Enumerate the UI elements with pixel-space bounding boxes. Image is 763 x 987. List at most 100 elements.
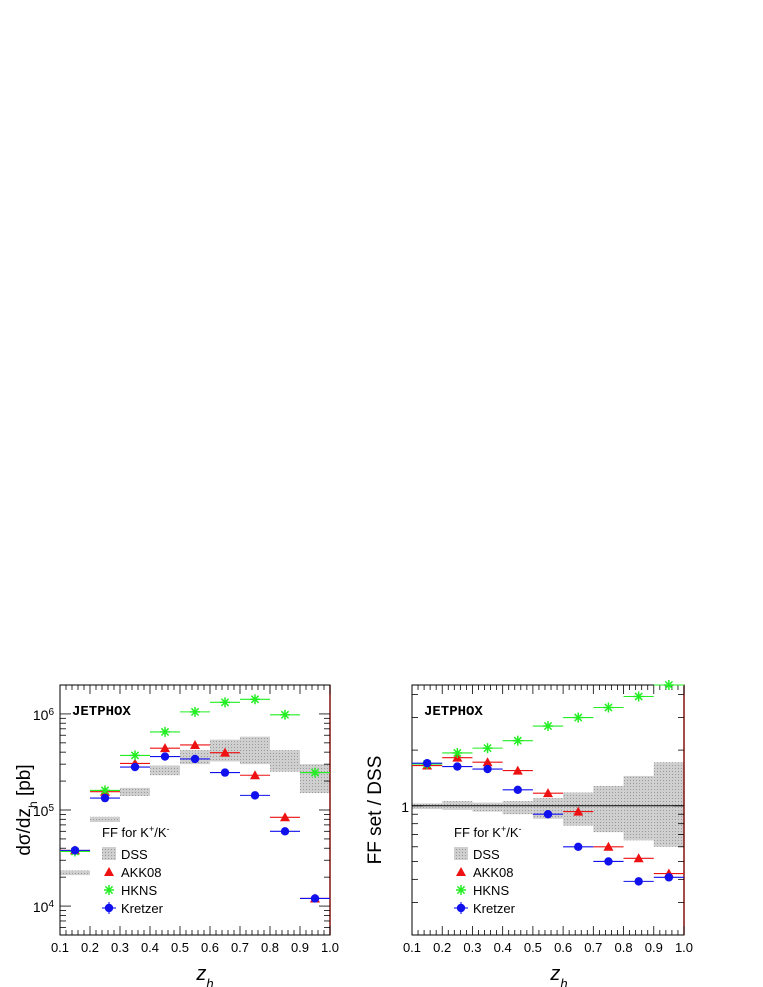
- hkns-point: [633, 691, 644, 702]
- x-tick-label: 0.6: [201, 940, 219, 955]
- legend-marker-akk08: [456, 867, 466, 876]
- kretzer-point: [634, 877, 643, 886]
- hkns-point: [190, 706, 200, 717]
- hkns-point: [160, 726, 170, 737]
- legend-label-akk08: AKK08: [121, 865, 161, 880]
- dss-band-bin: [532, 798, 564, 819]
- x-axis-label: zh: [549, 963, 567, 987]
- akk08-point: [543, 788, 553, 798]
- dss-band-bin: [240, 736, 270, 765]
- hkns-point: [220, 697, 230, 708]
- jetphox-tag: JETPHOX: [72, 704, 131, 720]
- kretzer-point: [664, 873, 674, 882]
- left-panel: 0.1 0.2 0.3 0.4 0.5 0.6 0.7 0.8 0.9 1.0zh10410510…: [14, 684, 339, 987]
- legend-title: FF for K+/K-: [454, 824, 522, 840]
- dss-band-bin: [593, 785, 624, 833]
- legend-swatch-dss: [102, 847, 116, 860]
- hkns-point: [573, 712, 584, 723]
- hkns-point: [543, 721, 553, 732]
- x-tick-label: 0.6: [554, 940, 572, 955]
- dss-band: [412, 762, 684, 847]
- kretzer-point: [280, 827, 290, 836]
- dss-band-bin: [270, 750, 300, 772]
- kretzer-point: [543, 810, 553, 819]
- x-tick-label: 0.3: [463, 940, 481, 955]
- kretzer-point: [483, 764, 492, 774]
- hkns-point: [280, 709, 290, 720]
- y-tick-label: 105: [33, 803, 55, 820]
- akk08-point: [573, 806, 584, 816]
- akk08-point: [190, 739, 200, 749]
- x-axis: 0.1 0.2 0.3 0.4 0.5 0.6 0.7 0.8 0.9 1.0: [51, 685, 339, 955]
- legend-marker-kretzer: [456, 903, 466, 913]
- kretzer-point: [160, 752, 170, 761]
- dss-band-bin: [150, 765, 180, 776]
- akk08-point: [280, 812, 290, 822]
- series-hkns: [412, 680, 684, 770]
- y-tick-label: 106: [33, 706, 55, 723]
- kretzer-point: [70, 846, 80, 855]
- dss-band-bin: [623, 775, 654, 841]
- akk08-point: [482, 757, 493, 767]
- kretzer-point: [130, 762, 140, 772]
- akk08-point: [250, 770, 260, 780]
- legend-marker-akk08: [104, 867, 114, 876]
- dss-band-bin: [472, 802, 503, 812]
- legend: FF for K+/K- DSS AKK08 HKNS Kretzer: [454, 824, 522, 916]
- jetphox-tag: JETPHOX: [424, 704, 483, 720]
- akk08-point: [603, 841, 614, 851]
- x-tick-label: 0.7: [584, 940, 602, 955]
- x-tick-label: 0.1: [51, 940, 69, 955]
- plot-frame: [59, 684, 331, 936]
- dss-band-bin: [120, 787, 150, 796]
- legend-marker-hkns: [104, 885, 114, 895]
- dss-band-bin: [60, 870, 90, 876]
- akk08-point: [512, 765, 523, 775]
- hkns-point: [250, 694, 260, 705]
- kretzer-point: [513, 785, 522, 795]
- x-tick-label: 0.7: [231, 940, 249, 955]
- legend-marker-kretzer: [104, 903, 114, 913]
- x-axis-label: zh: [195, 963, 213, 987]
- legend-marker-hkns: [456, 885, 466, 895]
- legend-label-hkns: HKNS: [473, 883, 509, 898]
- x-tick-label: 0.9: [291, 940, 309, 955]
- hkns-point: [100, 785, 110, 796]
- hkns-point: [452, 747, 463, 758]
- kretzer-point: [453, 762, 462, 771]
- x-tick-label: 0.4: [494, 940, 512, 955]
- hkns-point: [663, 680, 674, 690]
- legend-label-akk08: AKK08: [473, 865, 513, 880]
- kretzer-point: [604, 857, 613, 866]
- x-tick-label: 0.5: [524, 940, 542, 955]
- dss-band-bin: [653, 762, 684, 847]
- x-tick-label: 1.0: [321, 940, 339, 955]
- y-tick-label: 104: [33, 899, 55, 916]
- legend: FF for K+/K- DSS AKK08 HKNS Kretzer: [102, 824, 170, 916]
- x-tick-label: 0.5: [171, 940, 189, 955]
- x-tick-label: 0.8: [261, 940, 279, 955]
- dss-band-bin: [502, 801, 533, 815]
- x-tick-label: 0.8: [615, 940, 633, 955]
- hkns-point: [310, 767, 320, 778]
- legend-label-dss: DSS: [121, 847, 148, 862]
- x-tick-label: 0.9: [645, 940, 663, 955]
- legend-label-kretzer: Kretzer: [473, 901, 516, 916]
- y-axis: 1: [401, 694, 684, 936]
- legend-label-dss: DSS: [473, 847, 500, 862]
- kretzer-point: [220, 768, 230, 777]
- x-tick-label: 0.1: [403, 940, 421, 955]
- x-tick-label: 1.0: [675, 940, 693, 955]
- akk08-point: [160, 743, 170, 753]
- akk08-point: [633, 853, 644, 863]
- legend-swatch-dss: [454, 847, 468, 860]
- x-tick-label: 0.2: [81, 940, 99, 955]
- kretzer-point: [190, 754, 200, 764]
- y-axis: 104 105 106: [33, 684, 330, 936]
- series-kretzer: [412, 758, 684, 886]
- y-tick-label: 1: [401, 799, 409, 815]
- legend-title: FF for K+/K-: [102, 824, 170, 840]
- kretzer-point: [250, 791, 260, 800]
- hkns-point: [482, 743, 493, 754]
